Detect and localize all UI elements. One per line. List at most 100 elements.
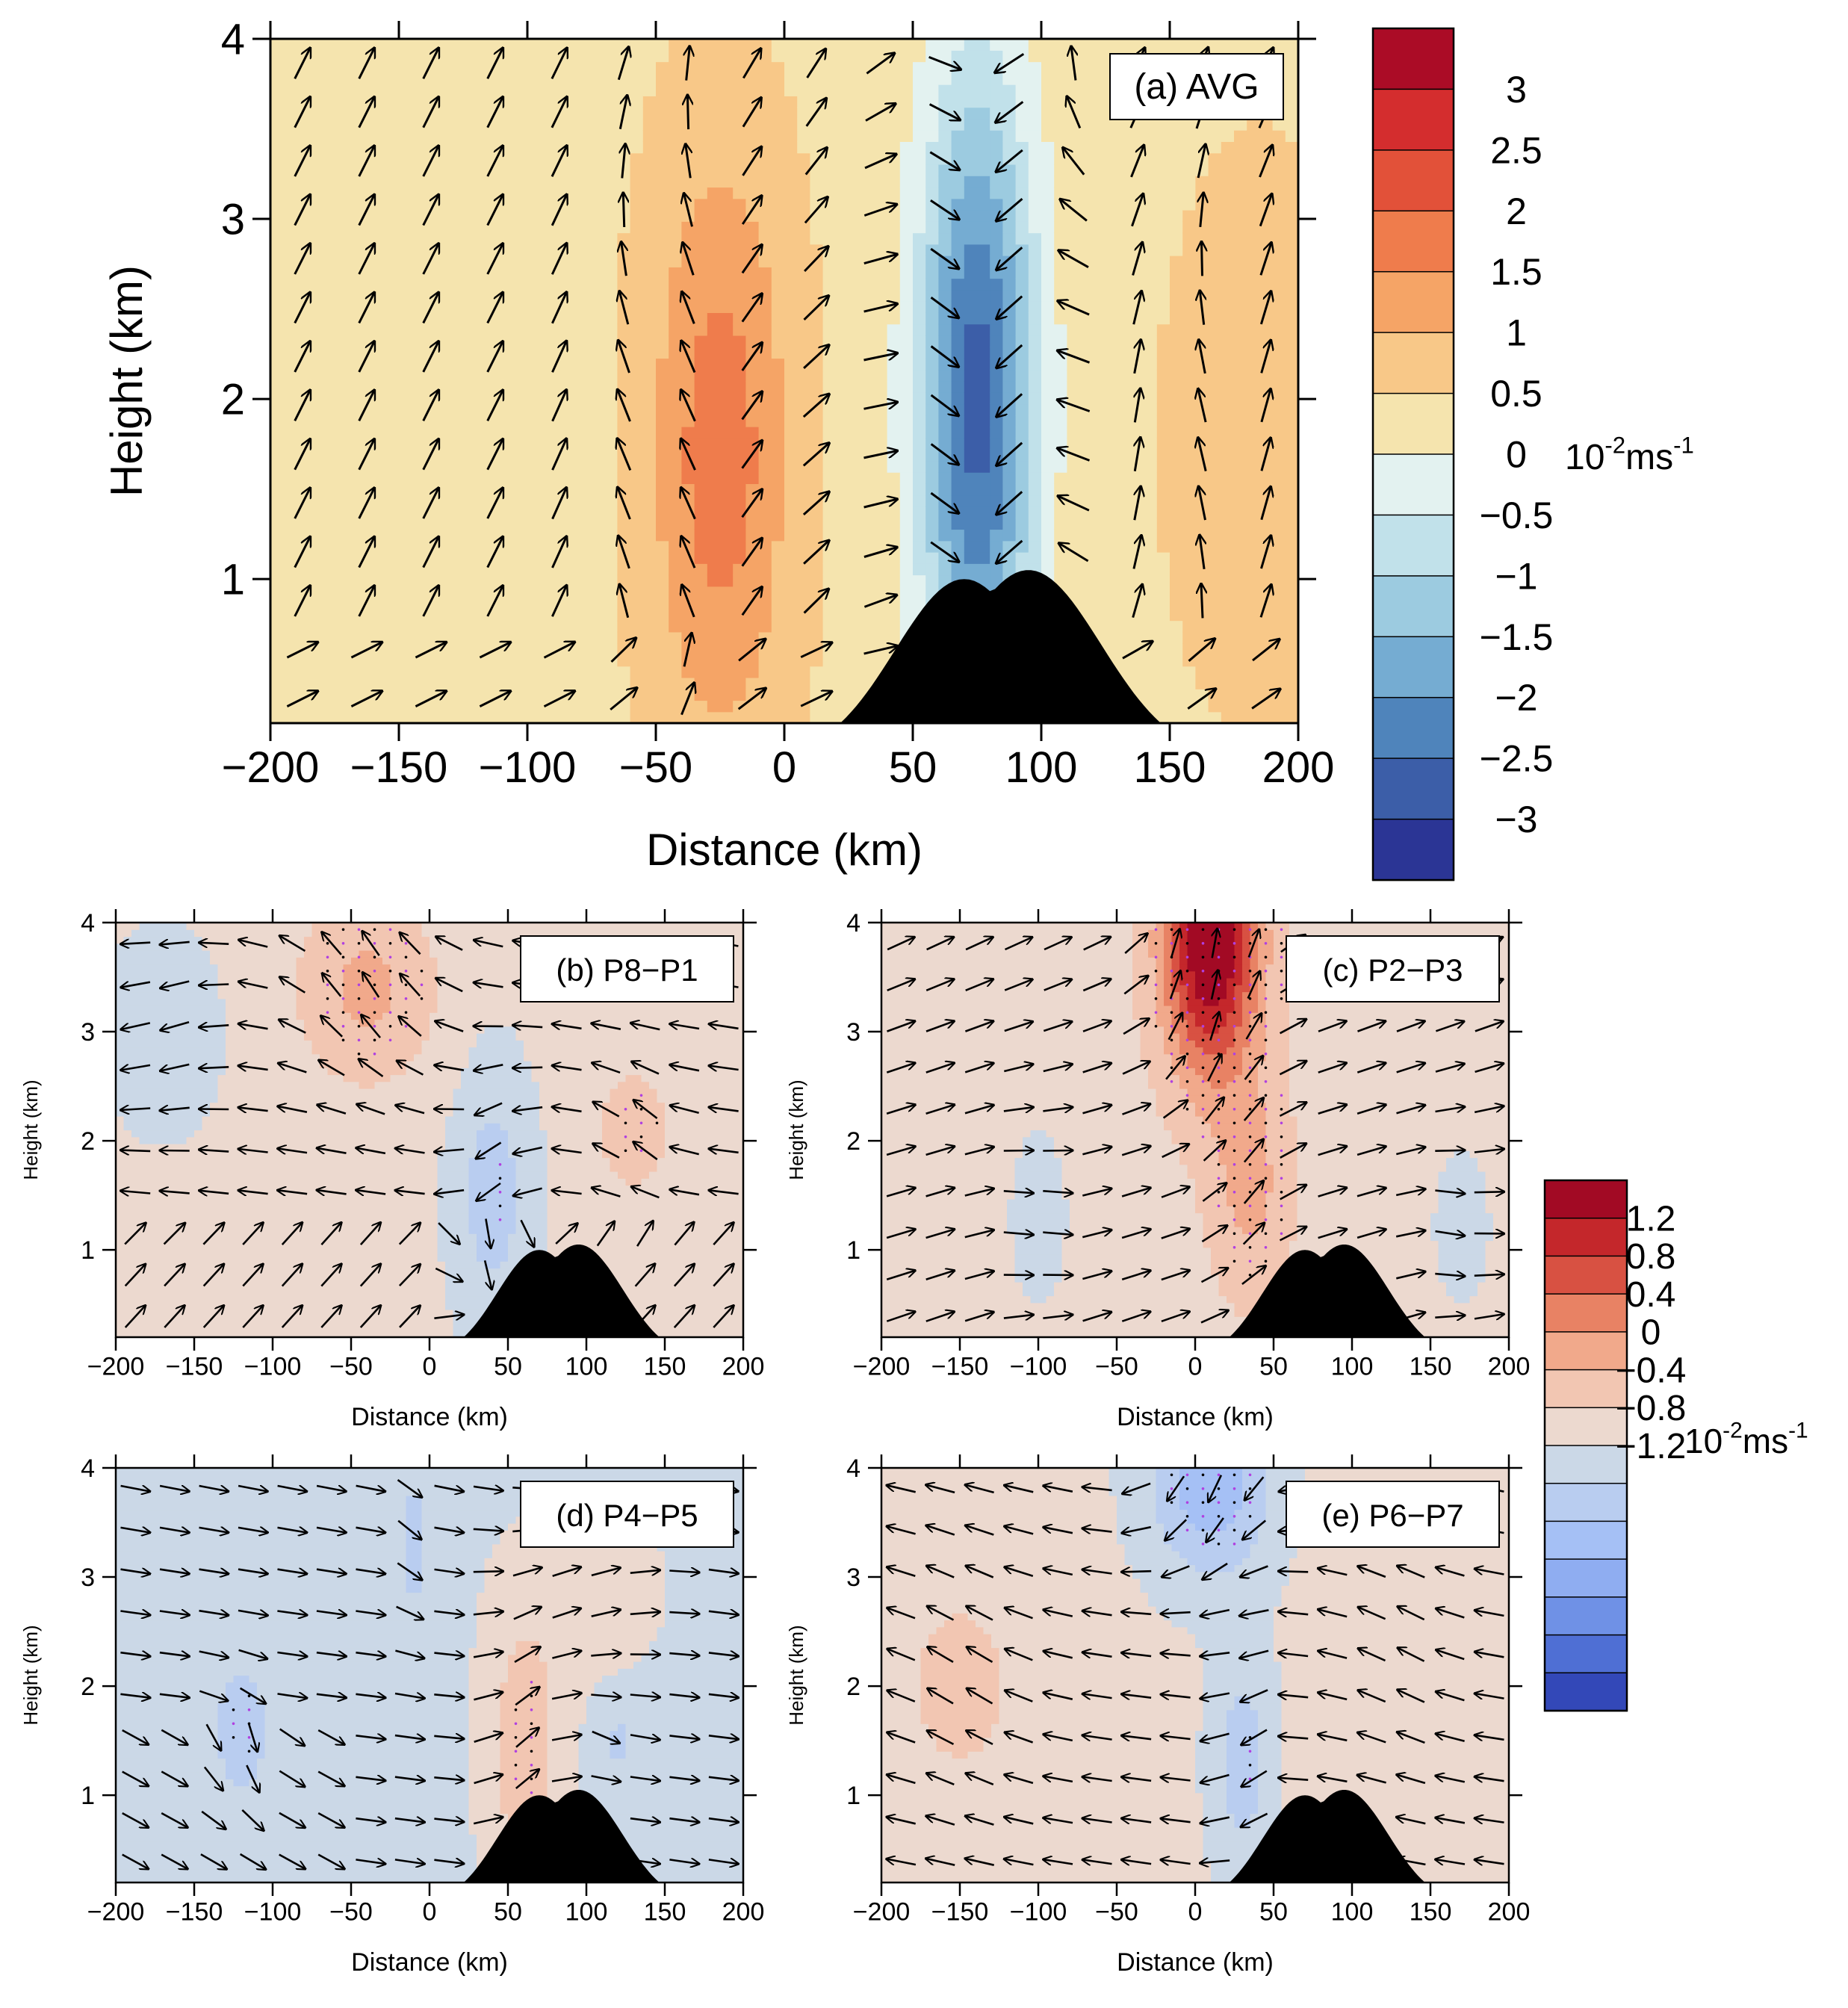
- field-cell: [347, 210, 361, 222]
- field-cell: [527, 335, 541, 347]
- field-cell: [604, 96, 618, 108]
- field-cell: [309, 153, 323, 165]
- field-cell: [412, 50, 425, 62]
- field-cell: [399, 176, 412, 188]
- field-cell: [681, 575, 695, 587]
- field-cell: [296, 712, 309, 724]
- field-cell: [604, 141, 618, 153]
- field-cell: [438, 506, 451, 518]
- field-cell: [463, 358, 477, 370]
- field-cell: [656, 450, 669, 462]
- field-cell: [527, 210, 541, 222]
- field-cell: [630, 472, 644, 484]
- field-cell: [604, 506, 618, 518]
- field-cell: [669, 358, 682, 370]
- field-cell: [515, 450, 528, 462]
- field-cell: [322, 210, 335, 222]
- field-cell: [502, 153, 515, 165]
- field-cell: [373, 335, 387, 347]
- field-cell: [566, 472, 580, 484]
- field-cell: [463, 586, 477, 598]
- field-cell: [643, 598, 657, 610]
- field-cell: [566, 712, 580, 724]
- field-cell: [579, 267, 592, 279]
- field-cell: [579, 609, 592, 621]
- field-cell: [502, 255, 515, 267]
- field-cell: [540, 255, 554, 267]
- field-cell: [579, 392, 592, 404]
- field-cell: [463, 96, 477, 108]
- field-cell: [399, 370, 412, 382]
- field-cell: [592, 358, 605, 370]
- field-cell: [438, 666, 451, 678]
- field-cell: [373, 666, 387, 678]
- field-cell: [579, 654, 592, 666]
- field-cell: [373, 210, 387, 222]
- field-cell: [386, 495, 400, 507]
- field-cell: [515, 39, 528, 51]
- field-cell: [450, 39, 464, 51]
- field-cell: [450, 563, 464, 575]
- field-cell: [502, 335, 515, 347]
- field-cell: [309, 62, 323, 74]
- field-cell: [527, 370, 541, 382]
- field-cell: [669, 392, 682, 404]
- field-cell: [322, 267, 335, 279]
- field-cell: [296, 130, 309, 142]
- field-cell: [566, 324, 580, 336]
- field-cell: [412, 483, 425, 495]
- field-cell: [399, 632, 412, 644]
- field-cell: [566, 609, 580, 621]
- field-cell: [669, 678, 682, 690]
- field-cell: [386, 267, 400, 279]
- field-cell: [399, 312, 412, 324]
- field-cell: [450, 233, 464, 245]
- field-cell: [604, 290, 618, 302]
- field-cell: [592, 575, 605, 587]
- field-cell: [527, 62, 541, 74]
- field-cell: [270, 255, 284, 267]
- field-cell: [502, 598, 515, 610]
- field-cell: [386, 518, 400, 530]
- field-cell: [579, 255, 592, 267]
- field-cell: [360, 666, 373, 678]
- field-cell: [347, 335, 361, 347]
- field-cell: [656, 483, 669, 495]
- field-cell: [579, 689, 592, 701]
- field-cell: [643, 518, 657, 530]
- field-cell: [592, 39, 605, 51]
- field-cell: [476, 506, 489, 518]
- field-cell: [604, 518, 618, 530]
- field-cell: [270, 506, 284, 518]
- field-cell: [669, 153, 682, 165]
- field-cell: [604, 632, 618, 644]
- field-cell: [553, 370, 566, 382]
- field-cell: [502, 164, 515, 176]
- field-cell: [386, 392, 400, 404]
- field-cell: [604, 427, 618, 439]
- field-cell: [540, 267, 554, 279]
- field-cell: [424, 221, 438, 233]
- field-cell: [335, 255, 348, 267]
- field-cell: [630, 563, 644, 575]
- field-cell: [296, 84, 309, 96]
- field-cell: [412, 176, 425, 188]
- field-cell: [566, 461, 580, 473]
- field-cell: [592, 563, 605, 575]
- field-cell: [669, 108, 682, 120]
- field-cell: [669, 370, 682, 382]
- field-cell: [566, 255, 580, 267]
- field-cell: [656, 187, 669, 199]
- field-cell: [335, 210, 348, 222]
- field-cell: [476, 153, 489, 165]
- field-cell: [270, 689, 284, 701]
- field-cell: [515, 50, 528, 62]
- field-cell: [502, 586, 515, 598]
- field-cell: [656, 233, 669, 245]
- field-cell: [412, 392, 425, 404]
- field-cell: [579, 370, 592, 382]
- field-cell: [322, 335, 335, 347]
- field-cell: [476, 518, 489, 530]
- field-cell: [527, 678, 541, 690]
- field-cell: [502, 221, 515, 233]
